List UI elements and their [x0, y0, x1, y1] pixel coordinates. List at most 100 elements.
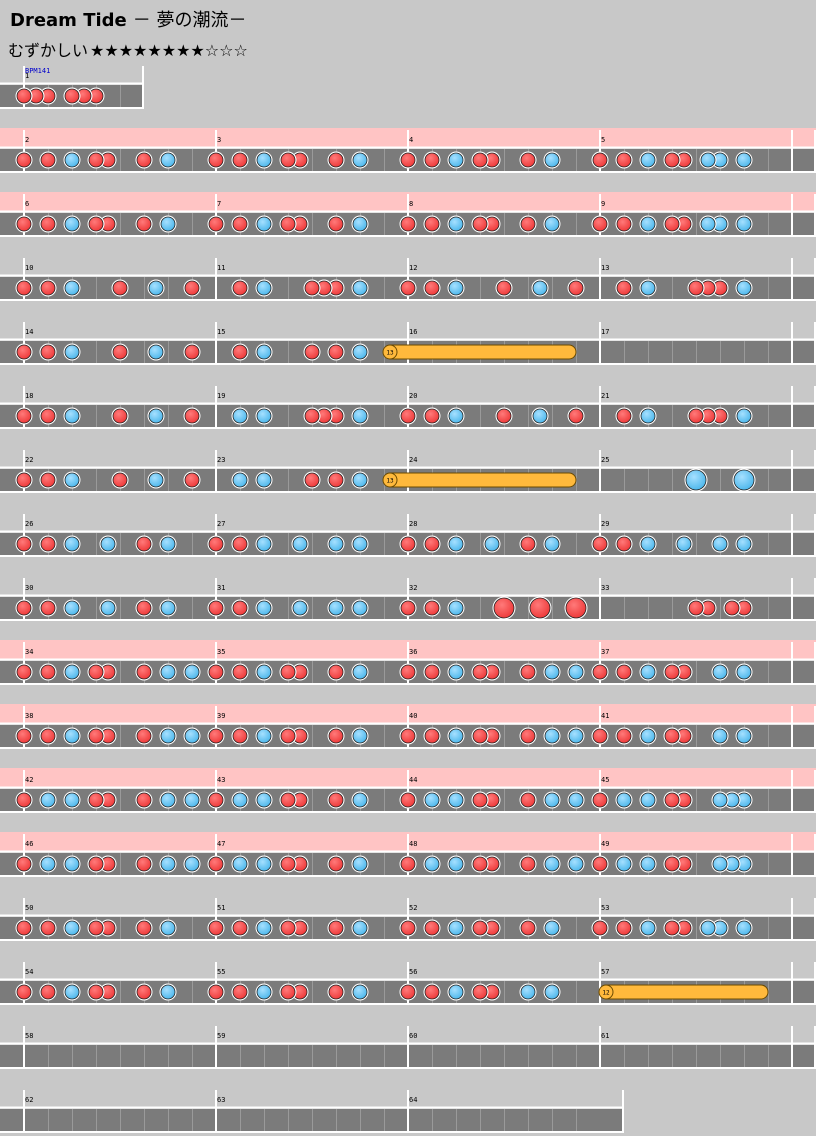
ka-note [232, 856, 248, 872]
ka-note [568, 728, 584, 744]
measure-number: 38 [25, 712, 33, 720]
ka-note [160, 216, 176, 232]
don-note [328, 664, 344, 680]
ka-note [352, 920, 368, 936]
measure-number: 17 [601, 328, 609, 336]
ka-note [448, 280, 464, 296]
don-note [232, 344, 248, 360]
ka-note [640, 664, 656, 680]
don-note [520, 792, 536, 808]
don-note [88, 792, 104, 808]
don-note [592, 856, 608, 872]
ka-note [64, 536, 80, 552]
ka-note [544, 728, 560, 744]
measure-number: 30 [25, 584, 33, 592]
ka-note [712, 856, 728, 872]
don-note [328, 152, 344, 168]
ka-note [448, 664, 464, 680]
ka-note [352, 408, 368, 424]
don-note [688, 408, 704, 424]
don-note [520, 216, 536, 232]
ka-note [256, 408, 272, 424]
ka-note [352, 792, 368, 808]
ka-note [64, 152, 80, 168]
don-note [16, 280, 32, 296]
measure-number: 59 [217, 1032, 225, 1040]
don-note [592, 920, 608, 936]
measure-number: 23 [217, 456, 225, 464]
don-note [424, 600, 440, 616]
don-note [232, 536, 248, 552]
don-note [472, 728, 488, 744]
don-note [424, 280, 440, 296]
ka-note [544, 856, 560, 872]
don-note [616, 728, 632, 744]
ka-note [676, 536, 692, 552]
don-note [88, 216, 104, 232]
measure-number: 48 [409, 840, 417, 848]
ka-note [424, 856, 440, 872]
don-note [40, 280, 56, 296]
don-note [16, 408, 32, 424]
don-note [88, 984, 104, 1000]
don-note [472, 664, 488, 680]
don-note [88, 856, 104, 872]
ka-note [292, 536, 308, 552]
don-note [40, 920, 56, 936]
don-note [328, 472, 344, 488]
big-don-note [565, 597, 587, 619]
don-note [400, 408, 416, 424]
ka-note [448, 216, 464, 232]
ka-note [100, 536, 116, 552]
don-note [208, 600, 224, 616]
drumroll-count: 13 [386, 478, 394, 485]
don-note [472, 152, 488, 168]
ka-note [352, 280, 368, 296]
don-note [280, 920, 296, 936]
measure-number: 7 [217, 200, 221, 208]
ka-note [160, 536, 176, 552]
don-note [232, 280, 248, 296]
measure-number: 5 [601, 136, 605, 144]
ka-note [64, 728, 80, 744]
ka-note [448, 600, 464, 616]
don-note [232, 984, 248, 1000]
don-note [40, 984, 56, 1000]
ka-note [184, 664, 200, 680]
ka-note [736, 664, 752, 680]
don-note [88, 664, 104, 680]
don-note [688, 280, 704, 296]
don-note [592, 216, 608, 232]
ka-note [700, 920, 716, 936]
ka-note [160, 728, 176, 744]
measure-number: 18 [25, 392, 33, 400]
don-note [136, 600, 152, 616]
ka-note [640, 280, 656, 296]
don-note [520, 536, 536, 552]
ka-note [424, 792, 440, 808]
don-note [136, 984, 152, 1000]
drumroll-head [382, 472, 398, 488]
measure-number: 21 [601, 392, 609, 400]
don-note [136, 152, 152, 168]
don-note [40, 600, 56, 616]
don-note [664, 792, 680, 808]
measure-number: 55 [217, 968, 225, 976]
don-note [328, 216, 344, 232]
ka-note [544, 792, 560, 808]
ka-note [256, 920, 272, 936]
measure-number: 12 [409, 264, 417, 272]
measure-number: 36 [409, 648, 417, 656]
ka-note [40, 792, 56, 808]
don-note [304, 408, 320, 424]
ka-note [484, 536, 500, 552]
big-ka-note [685, 469, 707, 491]
don-note [16, 216, 32, 232]
don-note [16, 536, 32, 552]
don-note [112, 344, 128, 360]
don-note [280, 984, 296, 1000]
measure-number: 25 [601, 456, 609, 464]
don-note [472, 216, 488, 232]
ka-note [256, 280, 272, 296]
